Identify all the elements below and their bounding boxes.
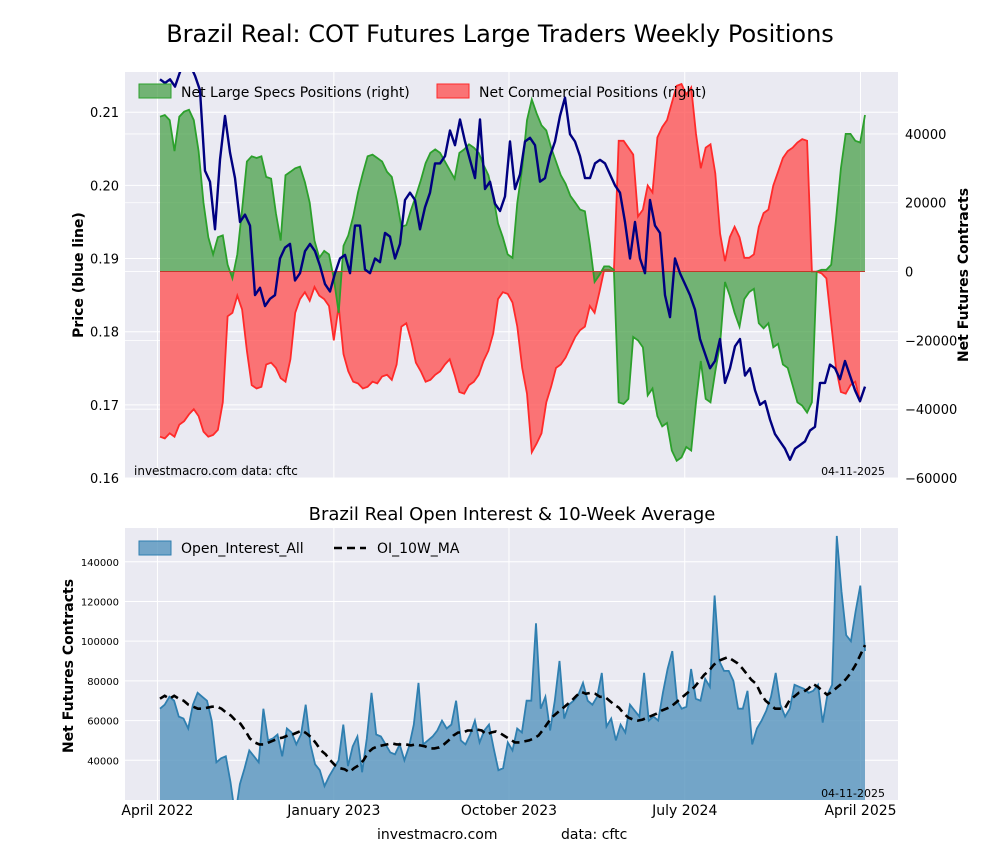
series-net-commercial-line bbox=[159, 82, 862, 456]
series-open-interest-line bbox=[159, 535, 866, 800]
footer-data: data: cftc bbox=[561, 827, 628, 843]
top-y-tick-label: 0.21 bbox=[90, 106, 119, 121]
series-open-interest-area bbox=[160, 535, 865, 800]
bottom-y-tick-label: 140000 bbox=[81, 558, 119, 569]
bottom-y-tick-label: 60000 bbox=[87, 717, 119, 728]
top-y2-tick-label: −60000 bbox=[905, 472, 957, 487]
top-y2-tick-label: −40000 bbox=[905, 403, 957, 418]
legend-swatch-commercial bbox=[436, 83, 470, 99]
top-y-tick-label: 0.16 bbox=[90, 472, 119, 487]
bottom-y-tick-label: 100000 bbox=[81, 637, 119, 648]
bottom-annotation-date: 04-11-2025 bbox=[821, 787, 885, 800]
top-annotation-source: investmacro.com data: cftc bbox=[134, 464, 298, 478]
top-legend: Net Large Specs Positions (right) Net Com… bbox=[138, 83, 706, 101]
x-tick-label: April 2022 bbox=[121, 803, 193, 819]
legend-label-open-interest: Open_Interest_All bbox=[181, 541, 304, 557]
series-net-large-specs-line bbox=[159, 96, 866, 463]
top-y2-tick-label: −20000 bbox=[905, 334, 957, 349]
top-y-tick-label: 0.19 bbox=[90, 253, 119, 268]
x-tick-label: October 2023 bbox=[461, 803, 557, 819]
x-tick-label: April 2025 bbox=[824, 803, 896, 819]
legend-label-specs: Net Large Specs Positions (right) bbox=[181, 85, 410, 101]
x-tick-label: July 2024 bbox=[651, 803, 717, 819]
series-price-line bbox=[159, 72, 867, 461]
top-y-tick-label: 0.17 bbox=[90, 399, 119, 414]
bottom-y-tick-label: 80000 bbox=[87, 677, 119, 688]
legend-label-ma: OI_10W_MA bbox=[377, 541, 460, 557]
bottom-chart-title: Brazil Real Open Interest & 10-Week Aver… bbox=[309, 504, 716, 525]
page-title: Brazil Real: COT Futures Large Traders W… bbox=[166, 20, 834, 48]
top-y2-tick-label: 40000 bbox=[905, 128, 946, 143]
footer-site: investmacro.com bbox=[377, 827, 498, 843]
series-net-commercial-area bbox=[160, 84, 861, 453]
legend-swatch-open-interest bbox=[138, 540, 172, 556]
legend-label-commercial: Net Commercial Positions (right) bbox=[479, 85, 706, 101]
top-y2-tick-label: 0 bbox=[905, 266, 913, 281]
top-y-axis-title: Price (blue line) bbox=[71, 212, 87, 338]
series-oi-10w-ma-line bbox=[159, 644, 867, 774]
bottom-y-axis-title: Net Futures Contracts bbox=[61, 579, 77, 753]
bottom-y-tick-label: 40000 bbox=[87, 756, 119, 767]
bottom-legend: Open_Interest_All OI_10W_MA bbox=[138, 540, 460, 557]
top-annotation-date: 04-11-2025 bbox=[821, 465, 885, 478]
top-y2-axis-title: Net Futures Contracts bbox=[956, 188, 972, 362]
bottom-y-tick-label: 120000 bbox=[81, 597, 119, 608]
legend-swatch-specs bbox=[138, 83, 172, 99]
series-net-large-specs-area bbox=[160, 99, 865, 461]
top-y-tick-label: 0.20 bbox=[90, 179, 119, 194]
top-y-tick-label: 0.18 bbox=[90, 326, 119, 341]
x-tick-label: January 2023 bbox=[286, 803, 380, 819]
top-y2-tick-label: 20000 bbox=[905, 197, 946, 212]
